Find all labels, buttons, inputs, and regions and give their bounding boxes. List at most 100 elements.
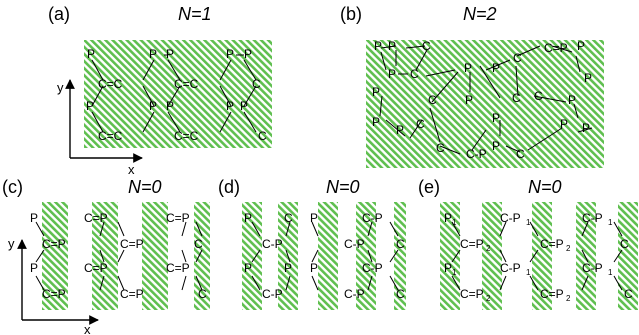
- lattice-e: P 1 P 1 C=P 2 C=P 2 C-P 1 C-P 1 C=P 2 C=…: [444, 211, 633, 303]
- atom-p: P: [240, 99, 248, 113]
- atom-p: P: [310, 211, 318, 225]
- panel-b: (b) N=2 P P C P C P P C C=P P P P C P C …: [340, 4, 604, 168]
- bond-c-eq-p: C=P: [166, 211, 190, 225]
- panel-b-title: N=2: [463, 4, 497, 24]
- atom-p: P: [166, 47, 174, 61]
- bond-c-dash-p: C-P: [362, 211, 383, 225]
- hatched-stripe: [318, 202, 338, 310]
- atom-c: C: [194, 237, 203, 251]
- atom-p: P: [372, 85, 380, 99]
- atom-p: P: [86, 99, 94, 113]
- axes-c: y x: [8, 236, 99, 335]
- atom-p: P: [396, 123, 404, 137]
- bond-c-eq-p: C=P: [460, 287, 484, 301]
- hatched-stripe: [440, 202, 460, 310]
- subscript-1: 1: [608, 268, 613, 277]
- atom-p: P: [374, 39, 382, 53]
- lattice-d: P P C-P C-P C P P P C-P C-P C-P C-P C C: [244, 211, 405, 301]
- atom-p: P: [166, 99, 174, 113]
- atom-c-dash-p: C-P: [466, 147, 487, 161]
- atom-p: P: [149, 99, 157, 113]
- bond-c-eq-c: C=C: [98, 77, 123, 91]
- panel-a-title: N=1: [178, 4, 212, 24]
- bond-c-eq-c: C=C: [98, 129, 123, 143]
- bond-c-eq-c: C=C: [174, 129, 199, 143]
- atom-p: P: [372, 115, 380, 129]
- subscript-1: 1: [452, 218, 457, 227]
- axes-a: y x: [57, 79, 143, 177]
- hatched-stripe: [242, 202, 262, 310]
- atom-c: C: [516, 147, 525, 161]
- atom-c: C: [624, 287, 633, 301]
- atom-c: C: [258, 129, 267, 143]
- atom-c: C: [436, 141, 445, 155]
- atom-c: C: [534, 89, 543, 103]
- y-axis-label: y: [57, 80, 64, 95]
- bond-c-dash-p: C-P: [500, 261, 521, 275]
- panel-e-title: N=0: [528, 177, 562, 197]
- atom-c: C: [422, 39, 431, 53]
- hatched-stripe: [576, 202, 596, 310]
- bond-c-eq-p: C=P: [120, 237, 144, 251]
- atom-p: P: [244, 47, 252, 61]
- panel-c: (c) N=0 P P C=P C=P C=P C=P C=P C=P C=P …: [2, 177, 210, 335]
- atom-p: P: [464, 61, 472, 75]
- panel-d: (d) N=0 P P C-P C-P C P P P C-P C-P C-P …: [218, 177, 406, 310]
- subscript-2: 2: [486, 294, 491, 303]
- bond-c-dash-p: C-P: [362, 261, 383, 275]
- subscript-2: 2: [486, 244, 491, 253]
- atom-p: P: [226, 99, 234, 113]
- atom-p: P: [465, 93, 473, 107]
- bond-c-dash-p: C-P: [344, 237, 365, 251]
- atom-p1: P: [444, 261, 452, 275]
- hatched-stripe: [394, 202, 406, 310]
- subscript-1: 1: [526, 218, 531, 227]
- panel-c-title: N=0: [128, 177, 162, 197]
- lattice-a: P P C=C C=C P P P P C=C C=C P P P P C C: [86, 47, 267, 143]
- panel-a: (a) N=1 P P C=C C=C P P P P C=C C=C P P …: [48, 4, 272, 177]
- subscript-1: 1: [452, 268, 457, 277]
- atom-c: C: [410, 67, 419, 81]
- x-axis-label: x: [84, 322, 91, 335]
- atom-p: P: [226, 47, 234, 61]
- atom-c: C: [252, 77, 261, 91]
- atom-c: C: [620, 237, 629, 251]
- atom-p: P: [582, 121, 590, 135]
- atom-p: P: [284, 261, 292, 275]
- subscript-2: 2: [566, 294, 571, 303]
- bond-c-eq-p: C=P: [84, 211, 108, 225]
- hatched-stripe: [92, 202, 118, 310]
- atom-p: P: [584, 71, 592, 85]
- atom-p: P: [492, 111, 500, 125]
- hatched-stripe: [142, 202, 168, 310]
- panel-e: (e) N=0 P 1 P 1 C=P 2 C=P 2 C-P 1 C-P 1 …: [418, 177, 638, 310]
- bond-c-dash-p: C-P: [500, 211, 521, 225]
- bond-c-eq-p: C=P: [460, 237, 484, 251]
- hatched-region: [366, 40, 604, 168]
- bond-c-dash-p: C-P: [582, 211, 603, 225]
- bond-c-dash-p: C-P: [262, 237, 283, 251]
- panel-c-label: (c): [2, 177, 23, 197]
- atom-c: C: [512, 91, 521, 105]
- atom-p: P: [577, 39, 585, 53]
- subscript-1: 1: [608, 218, 613, 227]
- hatched-stripe: [194, 202, 210, 310]
- atom-p: P: [87, 47, 95, 61]
- hatched-stripe: [618, 202, 638, 310]
- bond-c-eq-p: C=P: [120, 287, 144, 301]
- panel-a-label: (a): [48, 4, 70, 24]
- atom-c: C: [428, 93, 437, 107]
- panel-d-title: N=0: [326, 177, 360, 197]
- lattice-c: P P C=P C=P C=P C=P C=P C=P C=P C=P C C: [30, 211, 207, 301]
- lattice-b: P P C P C P P C C=P P P P C P C C P P P …: [372, 39, 593, 161]
- subscript-2: 2: [566, 244, 571, 253]
- y-axis-label: y: [8, 236, 15, 251]
- bond-c-eq-p: C=P: [540, 237, 564, 251]
- atom-c: C: [284, 211, 293, 225]
- bond-c-dash-p: C-P: [582, 261, 603, 275]
- bond-c-eq-p: C=P: [84, 261, 108, 275]
- atom-c: C: [396, 237, 405, 251]
- atom-p: P: [310, 261, 318, 275]
- panel-d-label: (d): [218, 177, 240, 197]
